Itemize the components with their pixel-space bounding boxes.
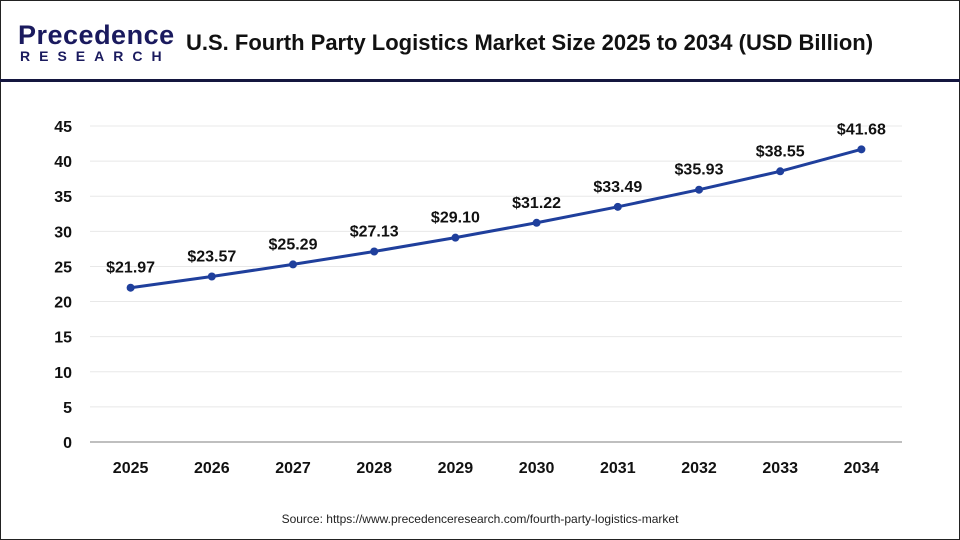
data-label: $25.29 <box>269 236 318 253</box>
y-tick-label: 10 <box>54 365 72 382</box>
y-tick-label: 45 <box>54 119 72 136</box>
data-point <box>289 260 297 269</box>
data-point <box>207 272 216 281</box>
y-tick-label: 30 <box>54 224 72 241</box>
data-point <box>613 202 622 211</box>
data-point <box>126 283 135 292</box>
data-point <box>532 218 541 227</box>
x-tick-label: 2029 <box>438 460 474 477</box>
data-label: $27.13 <box>350 223 399 240</box>
y-tick-label: 25 <box>54 259 72 276</box>
y-tick-label: 5 <box>63 400 72 417</box>
y-tick-label: 15 <box>54 330 72 347</box>
logo-line2: RESEARCH <box>20 48 171 64</box>
x-tick-label: 2033 <box>762 460 798 477</box>
data-label: $23.57 <box>187 248 236 265</box>
data-point <box>857 145 866 154</box>
data-label: $35.93 <box>675 162 724 179</box>
data-point <box>776 167 785 176</box>
x-tick-label: 2028 <box>356 460 392 477</box>
x-tick-label: 2030 <box>519 460 555 477</box>
y-tick-label: 0 <box>63 435 72 452</box>
x-tick-label: 2027 <box>275 460 311 477</box>
data-label: $38.55 <box>756 143 805 160</box>
data-label: $29.10 <box>431 210 480 227</box>
data-point <box>451 233 460 242</box>
y-tick-label: 20 <box>54 295 72 312</box>
data-point <box>695 185 703 194</box>
x-tick-label: 2034 <box>844 460 880 477</box>
data-label: $33.49 <box>593 179 642 196</box>
x-tick-label: 2025 <box>113 460 149 477</box>
data-label: $31.22 <box>512 195 561 212</box>
x-tick-label: 2032 <box>681 460 717 477</box>
series-line <box>130 147 862 290</box>
header-divider <box>0 79 960 82</box>
precedence-research-logo: Precedence RESEARCH <box>18 20 175 65</box>
y-tick-label: 35 <box>54 189 72 206</box>
data-label: $41.68 <box>837 121 886 138</box>
y-tick-label: 40 <box>54 154 72 171</box>
source-text: Source: https://www.precedenceresearch.c… <box>281 512 679 526</box>
x-tick-label: 2026 <box>194 460 230 477</box>
logo-line1: Precedence <box>18 20 175 50</box>
data-point <box>370 247 379 256</box>
x-tick-label: 2031 <box>600 460 636 477</box>
data-label: $21.97 <box>106 260 155 277</box>
chart-title: U.S. Fourth Party Logistics Market Size … <box>186 30 874 55</box>
